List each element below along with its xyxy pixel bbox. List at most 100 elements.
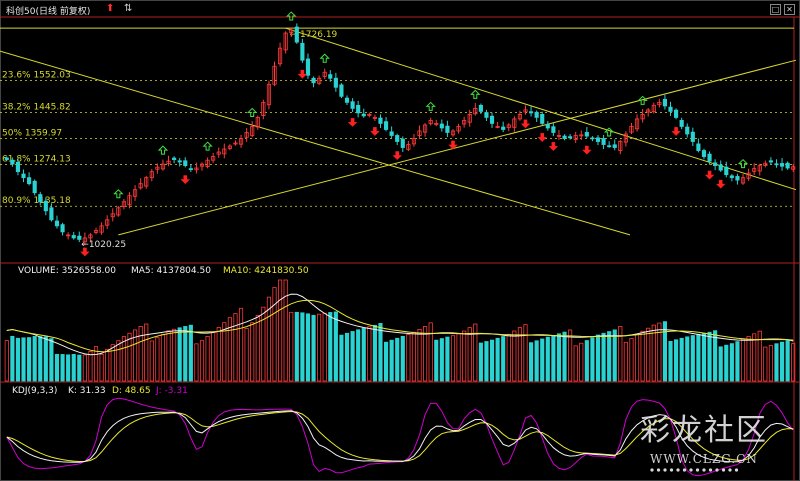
volume-bar: [618, 326, 623, 382]
sell-signal-arrow-icon: [319, 53, 330, 63]
candle-body: [785, 162, 790, 169]
candle-body: [177, 160, 182, 163]
volume-bar: [294, 311, 299, 382]
watermark-dot: [715, 468, 719, 472]
candle-body: [233, 142, 238, 145]
kdj-k-label: K: 31.33: [68, 386, 106, 396]
candle-body: [417, 130, 422, 136]
close-button[interactable]: ✕: [784, 4, 795, 15]
volume-bar: [640, 330, 645, 382]
volume-bar: [629, 338, 634, 382]
candle-body: [523, 109, 528, 113]
volume-bar: [595, 334, 601, 382]
volume-bar: [456, 333, 461, 382]
sell-signal-arrow-icon: [113, 189, 124, 199]
candle-body: [339, 84, 344, 97]
signal-markers: [80, 11, 749, 257]
candle-body: [462, 120, 467, 125]
candle-body: [71, 235, 76, 239]
candle-body: [489, 115, 495, 124]
candle-body: [501, 126, 506, 130]
volume-bar: [395, 337, 400, 382]
volume-bar: [283, 279, 288, 382]
maximize-button[interactable]: □: [770, 4, 781, 15]
candle-body: [423, 124, 428, 133]
volume-bar: [132, 329, 138, 382]
candle-body: [740, 177, 746, 184]
candle-body: [590, 137, 595, 140]
candle-body: [300, 42, 305, 61]
volume-bar: [88, 351, 93, 382]
volume-bar: [467, 327, 472, 382]
candle-body: [411, 138, 417, 145]
volume-bar: [300, 312, 305, 382]
volume-bar: [160, 333, 166, 382]
volume-bar: [757, 330, 762, 382]
volume-bar: [205, 336, 210, 382]
candle-body: [261, 101, 266, 117]
candle-body: [768, 160, 773, 163]
candle-body: [105, 219, 110, 226]
candle-body: [629, 126, 634, 133]
candle-body: [38, 194, 43, 203]
candle-body: [763, 162, 768, 167]
volume-bar: [489, 339, 495, 382]
sell-signal-arrow-icon: [157, 145, 169, 155]
volume-bar: [646, 327, 651, 382]
volume-bar: [406, 334, 411, 382]
candle-body: [640, 113, 645, 120]
candle-body: [350, 101, 355, 109]
volume-bar: [568, 329, 573, 382]
candle-body: [383, 121, 389, 130]
volume-bar: [623, 341, 628, 382]
volume-bar: [77, 354, 82, 382]
chart-title: 科创50(日线 前复权): [6, 7, 91, 17]
candle-body: [283, 32, 288, 51]
volume-bar: [10, 335, 15, 382]
sort-arrows-icon[interactable]: ⇅: [124, 3, 133, 14]
candle-body: [528, 111, 534, 114]
volume-bar: [356, 329, 361, 382]
volume-bar: [266, 296, 272, 382]
candle-body: [183, 160, 188, 167]
volume-bar: [506, 333, 511, 382]
min-value-label: ←1020.25: [81, 240, 126, 250]
candle-body: [21, 173, 26, 179]
volume-bar: [188, 324, 193, 382]
candle-body: [82, 237, 87, 243]
volume-ma5-label: MA5: 4137804.50: [131, 266, 211, 276]
volume-bar: [718, 346, 723, 382]
candle-body: [634, 118, 640, 130]
volume-bar: [155, 337, 160, 382]
volume-bar: [183, 326, 188, 382]
volume-ma10-label: MA10: 4241830.50: [223, 266, 309, 276]
volume-bar: [651, 324, 656, 382]
volume-bar: [105, 348, 110, 382]
candlestick-series: [4, 23, 796, 246]
volume-bar: [517, 327, 522, 382]
candle-body: [43, 200, 48, 212]
candle-body: [121, 201, 126, 207]
candle-body: [15, 161, 21, 173]
volume-bar: [333, 311, 338, 382]
watermark-dot: [650, 468, 654, 472]
candle-body: [595, 137, 601, 142]
volume-bar: [43, 336, 48, 382]
volume-bar: [607, 331, 612, 382]
candle-body: [746, 172, 751, 179]
volume-bar: [49, 338, 54, 382]
candle-body: [199, 163, 205, 167]
volume-bar: [540, 338, 545, 382]
volume-bar: [774, 343, 779, 382]
buy-signal-arrow-icon: [704, 170, 715, 180]
candle-body: [400, 138, 405, 148]
watermark-dot: [676, 468, 680, 472]
candle-body: [406, 144, 411, 150]
volume-bars: [4, 279, 796, 382]
candle-body: [707, 153, 712, 162]
volume-bar: [724, 344, 729, 382]
candle-body: [584, 132, 589, 137]
watermark-dot: [728, 468, 732, 472]
candle-body: [478, 104, 483, 112]
